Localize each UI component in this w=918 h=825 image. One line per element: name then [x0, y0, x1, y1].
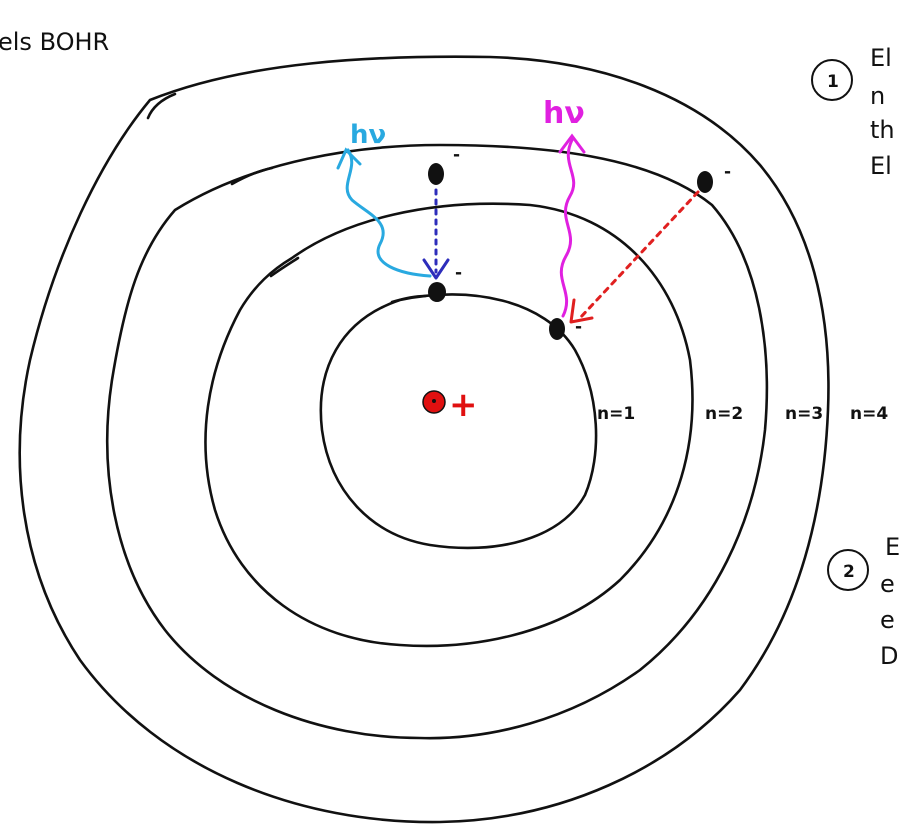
photon-arrowhead-magenta	[558, 133, 586, 154]
orbit-label-n2: n=2	[705, 404, 743, 424]
note-1-line-4: El	[870, 152, 892, 180]
photon-wave-magenta	[559, 138, 576, 318]
note-2-number: 2	[843, 562, 855, 582]
note-1-line-1: El	[870, 44, 892, 72]
orbit-n4-overstroke	[146, 92, 177, 120]
transition-arrow-red	[578, 190, 700, 320]
photon-label-magenta: hν	[543, 96, 585, 131]
electron-charge-right-n3: -	[724, 162, 731, 182]
electron-charge-n1: -	[575, 317, 582, 337]
note-1-number-circle	[811, 59, 853, 101]
note-2-line-1: E	[885, 533, 900, 561]
electron-top-n3	[428, 163, 444, 185]
orbit-n1-overstroke	[390, 294, 427, 304]
electron-top-n2	[428, 282, 446, 302]
electron-right-n3	[697, 171, 713, 193]
orbit-n3	[105, 143, 769, 740]
note-2-number-circle	[827, 549, 869, 591]
electron-n1	[549, 318, 565, 340]
orbit-n2-overstroke	[269, 256, 300, 278]
nucleus-charge: +	[449, 385, 478, 425]
note-2-line-4: D	[880, 642, 898, 670]
photon-label-blue: hν	[350, 120, 386, 150]
nucleus-center-dot	[432, 399, 436, 403]
note-1-number: 1	[827, 72, 839, 92]
photon-wave-blue	[345, 148, 432, 278]
orbit-label-n3: n=3	[785, 404, 823, 424]
electron-charge-top-n3: -	[453, 145, 460, 165]
transition-arrowhead-red	[569, 298, 594, 324]
note-1-line-2: n	[870, 82, 885, 110]
note-1-line-3: th	[870, 116, 895, 144]
transition-arrowhead-blue	[422, 258, 450, 280]
note-2-line-2: e	[880, 570, 895, 598]
orbit-label-n1: n=1	[597, 404, 635, 424]
orbit-n4	[18, 55, 830, 824]
note-2-line-3: e	[880, 606, 895, 634]
orbit-label-n4: n=4	[850, 404, 888, 424]
photon-arrowhead-blue	[336, 147, 362, 170]
orbit-n2	[204, 202, 694, 648]
electron-charge-top-n2: -	[455, 263, 462, 283]
diagram-title: els BOHR	[0, 28, 109, 56]
orbit-n3-overstroke	[230, 166, 274, 186]
